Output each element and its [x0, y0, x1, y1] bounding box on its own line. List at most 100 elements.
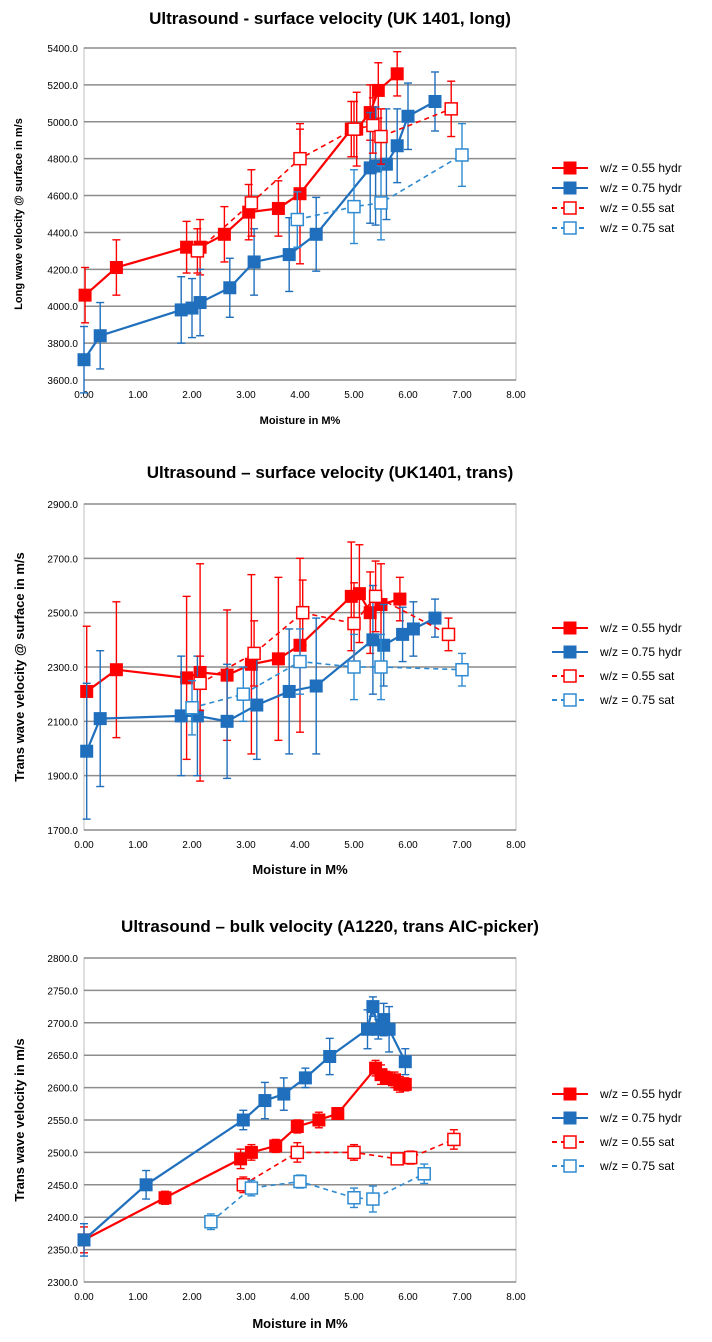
- legend-label: w/z = 0.55 hydr: [599, 161, 682, 175]
- series-line: [297, 154, 463, 221]
- data-point: [361, 1022, 374, 1036]
- legend-item: w/z = 0.55 sat: [552, 201, 675, 215]
- data-point: [277, 1087, 291, 1101]
- data-point: [234, 1152, 248, 1166]
- x-tick-label: 5.00: [344, 1292, 364, 1303]
- data-point: [271, 652, 285, 666]
- legend-label: w/z = 0.75 sat: [599, 1159, 675, 1173]
- x-tick-label: 0.00: [74, 840, 94, 851]
- x-tick-label: 6.00: [398, 1292, 418, 1303]
- chart-title: Ultrasound – bulk velocity (A1220, trans…: [121, 917, 539, 936]
- data-point: [204, 1214, 218, 1229]
- series-1: [77, 996, 412, 1257]
- y-tick-label: 2700.0: [47, 1019, 78, 1030]
- y-tick-label: 2450.0: [47, 1181, 78, 1192]
- data-point: [441, 627, 456, 642]
- y-tick-label: 5400.0: [47, 44, 78, 55]
- y-tick-label: 2300.0: [47, 663, 78, 674]
- y-tick-label: 5000.0: [47, 118, 78, 129]
- series-0: [77, 1059, 412, 1254]
- legend-label: w/z = 0.75 sat: [599, 221, 675, 235]
- data-point: [312, 1113, 326, 1127]
- data-point: [193, 676, 207, 691]
- data-point: [77, 353, 91, 367]
- data-point: [269, 1139, 283, 1153]
- legend-label: w/z = 0.75 hydr: [599, 181, 682, 195]
- data-point: [331, 1107, 345, 1121]
- data-point: [109, 260, 123, 274]
- data-point: [223, 281, 237, 295]
- chart-svg: Ultrasound – bulk velocity (A1220, trans…: [12, 917, 682, 1331]
- legend-marker: [563, 669, 577, 683]
- y-tick-label: 3600.0: [47, 376, 78, 387]
- data-point: [374, 660, 388, 674]
- x-tick-label: 4.00: [290, 840, 310, 851]
- chart-title: Ultrasound - surface velocity (UK 1401, …: [149, 9, 511, 28]
- data-point: [347, 122, 361, 136]
- y-axis-label: Long wave velocity @ surface in m/s: [13, 118, 25, 310]
- x-tick-label: 8.00: [506, 840, 526, 851]
- data-point: [366, 118, 380, 133]
- data-point: [390, 1152, 404, 1166]
- data-point: [347, 1145, 361, 1160]
- x-tick-label: 8.00: [506, 390, 526, 401]
- data-point: [393, 592, 407, 606]
- legend-item: w/z = 0.75 sat: [552, 1159, 675, 1173]
- data-point: [417, 1167, 431, 1181]
- data-point: [244, 1145, 258, 1159]
- series-line: [191, 660, 463, 709]
- data-point: [366, 633, 380, 647]
- data-point: [220, 714, 234, 728]
- series-2: [190, 80, 458, 274]
- data-point: [374, 196, 388, 210]
- data-point: [396, 627, 410, 641]
- data-point: [236, 1113, 250, 1127]
- legend-label: w/z = 0.55 sat: [599, 1135, 675, 1149]
- legend-label: w/z = 0.75 hydr: [599, 1111, 682, 1125]
- data-point: [347, 660, 361, 674]
- y-tick-label: 2650.0: [47, 1051, 78, 1062]
- data-point: [258, 1094, 272, 1108]
- legend-marker: [563, 201, 577, 215]
- series-3: [185, 628, 469, 736]
- data-point: [139, 1178, 153, 1192]
- legend-marker: [563, 1159, 577, 1173]
- data-point: [455, 148, 469, 162]
- legend-item: w/z = 0.75 sat: [552, 693, 675, 707]
- legend-marker: [563, 1087, 577, 1101]
- data-point: [290, 212, 305, 227]
- data-point: [371, 83, 385, 97]
- y-axis-label: Trans wave velocity @ surface in m/s: [12, 552, 27, 781]
- series-3: [204, 1163, 431, 1231]
- data-point: [77, 1233, 91, 1247]
- x-tick-label: 2.00: [182, 840, 202, 851]
- data-point: [428, 611, 442, 625]
- y-tick-label: 4400.0: [47, 228, 78, 239]
- data-point: [290, 1145, 305, 1160]
- y-tick-label: 2900.0: [47, 500, 78, 511]
- data-point: [447, 1132, 461, 1147]
- data-point: [293, 151, 307, 166]
- y-axis-label: Trans wave velocity in m/s: [12, 1038, 27, 1201]
- data-point: [298, 1071, 312, 1085]
- data-point: [250, 698, 264, 712]
- series-2: [193, 560, 456, 712]
- y-tick-label: 2750.0: [47, 986, 78, 997]
- y-tick-label: 4800.0: [47, 155, 78, 166]
- data-point: [282, 684, 296, 698]
- chart-svg: Ultrasound – surface velocity (UK1401, t…: [12, 463, 682, 877]
- legend-label: w/z = 0.75 sat: [599, 693, 675, 707]
- x-tick-label: 1.00: [128, 390, 148, 401]
- data-point: [290, 1119, 304, 1133]
- data-point: [390, 139, 404, 153]
- series-1: [77, 71, 442, 394]
- legend-marker: [563, 1111, 577, 1125]
- legend-item: w/z = 0.75 hydr: [552, 1111, 682, 1125]
- y-tick-label: 2400.0: [47, 1213, 78, 1224]
- data-point: [363, 606, 377, 620]
- data-point: [109, 663, 123, 677]
- x-axis-label: Moisture in M%: [252, 862, 348, 877]
- x-tick-label: 7.00: [452, 840, 472, 851]
- series-line: [199, 595, 449, 684]
- data-point: [217, 227, 231, 241]
